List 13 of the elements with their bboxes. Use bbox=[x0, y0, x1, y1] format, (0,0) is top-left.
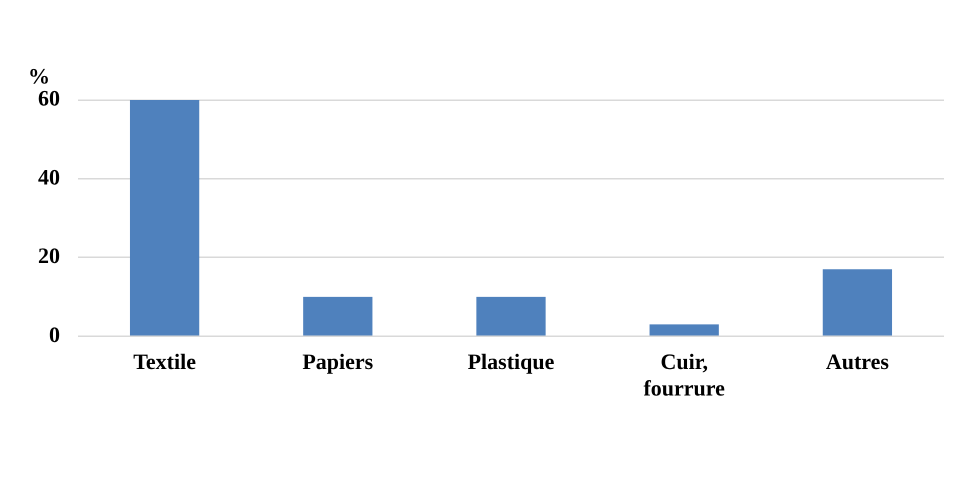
bar bbox=[650, 324, 719, 336]
bar bbox=[130, 100, 200, 336]
bar bbox=[303, 296, 372, 336]
x-tick-label: Textile bbox=[133, 349, 196, 374]
y-tick-label: 0 bbox=[49, 322, 60, 347]
x-tick-label: Papiers bbox=[302, 349, 374, 374]
bar bbox=[822, 269, 892, 336]
x-tick-label: Cuir, fourrure bbox=[643, 349, 726, 400]
x-tick-label: Plastique bbox=[468, 349, 555, 374]
y-tick-label: 20 bbox=[38, 243, 60, 268]
y-tick-label: 40 bbox=[38, 164, 60, 190]
x-tick-label: Autres bbox=[826, 349, 890, 374]
bar bbox=[476, 296, 546, 336]
